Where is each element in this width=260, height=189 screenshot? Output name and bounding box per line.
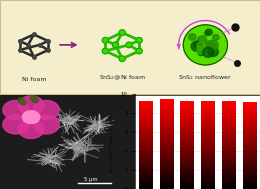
Circle shape xyxy=(199,51,203,56)
Y-axis label: $V_{NH_3}$ ($\times10^{-10}$ mol s$^{-1}$ cm$^{-2}$): $V_{NH_3}$ ($\times10^{-10}$ mol s$^{-1}… xyxy=(108,111,118,173)
Circle shape xyxy=(195,43,202,49)
Circle shape xyxy=(136,48,142,54)
Circle shape xyxy=(136,37,142,43)
Circle shape xyxy=(126,42,132,48)
Circle shape xyxy=(119,56,125,62)
Circle shape xyxy=(204,31,210,36)
Circle shape xyxy=(119,30,125,36)
Circle shape xyxy=(203,47,214,57)
Circle shape xyxy=(206,42,216,51)
Circle shape xyxy=(112,42,119,48)
Circle shape xyxy=(206,41,213,47)
Circle shape xyxy=(102,37,108,43)
Text: Ni foam: Ni foam xyxy=(22,77,46,81)
Circle shape xyxy=(207,40,218,50)
Circle shape xyxy=(102,48,108,54)
Circle shape xyxy=(198,36,207,44)
Circle shape xyxy=(183,25,228,65)
Circle shape xyxy=(188,34,196,40)
Text: SnS$_2$@Ni foam: SnS$_2$@Ni foam xyxy=(99,73,146,81)
Text: SnS$_2$ nanoflower: SnS$_2$ nanoflower xyxy=(179,73,232,81)
Circle shape xyxy=(213,34,219,40)
Text: 5 μm: 5 μm xyxy=(84,177,98,182)
Circle shape xyxy=(208,47,218,57)
Circle shape xyxy=(197,47,204,54)
Circle shape xyxy=(197,42,206,50)
Circle shape xyxy=(197,49,202,54)
Circle shape xyxy=(191,41,202,51)
Circle shape xyxy=(206,29,212,35)
Circle shape xyxy=(194,41,203,49)
